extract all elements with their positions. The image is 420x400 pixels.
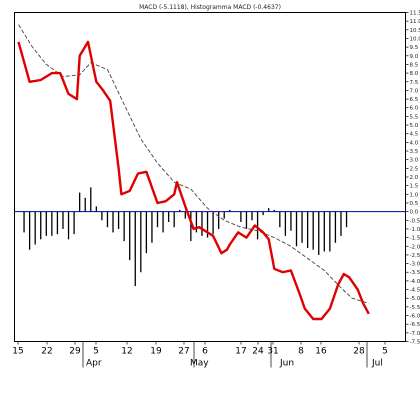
y-tick-label: -7.5 xyxy=(410,340,420,346)
month-label: May xyxy=(190,359,209,369)
x-tick-label: 31 xyxy=(267,347,278,357)
y-tick-label: -1.5 xyxy=(410,236,420,242)
month-label: Apr xyxy=(86,359,102,369)
y-tick-label: 8.0 xyxy=(410,71,419,77)
y-tick-label: 11.5 xyxy=(410,11,420,17)
y-tick-label: -6.0 xyxy=(410,314,420,320)
signal-line xyxy=(18,24,369,304)
y-tick-label: 4.0 xyxy=(410,140,419,146)
y-tick-label: -2.0 xyxy=(410,244,420,250)
y-tick-label: 10.0 xyxy=(410,36,420,42)
y-tick-label: 3.0 xyxy=(410,158,419,164)
y-tick-label: 9.0 xyxy=(410,54,419,60)
macd-line xyxy=(17,40,370,321)
x-tick-label: 5 xyxy=(93,347,99,357)
y-tick-label: -1.0 xyxy=(410,227,420,233)
y-tick-label: 1.5 xyxy=(410,184,419,190)
x-tick-label: 8 xyxy=(298,347,304,357)
x-tick-label: 6 xyxy=(202,347,208,357)
y-tick-label: 0.5 xyxy=(410,201,419,207)
y-tick-label: 6.0 xyxy=(410,106,419,112)
y-tick-label: 4.5 xyxy=(410,132,419,138)
month-label: Jul xyxy=(371,359,383,369)
y-tick-label: -3.5 xyxy=(410,270,420,276)
x-tick-label: 28 xyxy=(353,347,365,357)
y-tick-label: -6.5 xyxy=(410,322,420,328)
y-tick-label: -5.5 xyxy=(410,305,420,311)
histogram-bars xyxy=(23,187,348,287)
y-tick-label: -3.0 xyxy=(410,262,420,268)
y-tick-label: 7.0 xyxy=(410,88,419,94)
y-tick-label: 3.5 xyxy=(410,149,419,155)
y-tick-label: 11.0 xyxy=(410,19,420,25)
y-tick-label: 2.0 xyxy=(410,175,419,181)
y-tick-label: -5.0 xyxy=(410,296,420,302)
y-tick-label: 5.5 xyxy=(410,114,419,120)
y-tick-label: 2.5 xyxy=(410,166,419,172)
y-tick-label: 5.0 xyxy=(410,123,419,129)
chart-title: MACD (-5.1118), Histogramma MACD (-0.463… xyxy=(139,4,281,11)
x-tick-label: 22 xyxy=(41,347,52,357)
x-tick-label: 24 xyxy=(252,347,264,357)
x-tick-label: 15 xyxy=(12,347,23,357)
y-tick-label: 7.5 xyxy=(410,80,419,86)
y-tick-label: 0.0 xyxy=(410,210,419,216)
x-tick-label: 17 xyxy=(235,347,246,357)
x-tick-label: 16 xyxy=(315,347,327,357)
x-tick-label: 27 xyxy=(178,347,189,357)
y-tick-label: 8.5 xyxy=(410,62,419,68)
month-label: Jun xyxy=(279,359,294,369)
x-tick-label: 29 xyxy=(69,347,81,357)
x-tick-label: 5 xyxy=(382,347,388,357)
y-tick-label: 6.5 xyxy=(410,97,419,103)
y-axis-right: 11.5 11.0 10.5 10.0 9.5 9.0 8.5 8.0 7.5 7.0 6.5 6.0… xyxy=(405,11,420,346)
y-tick-label: 10.5 xyxy=(410,28,420,34)
x-tick-label: 12 xyxy=(121,347,132,357)
y-tick-label: -7.0 xyxy=(410,331,420,337)
y-tick-label: 1.0 xyxy=(410,192,419,198)
y-tick-label: -0.5 xyxy=(410,218,420,224)
y-tick-label: -2.5 xyxy=(410,253,420,259)
x-tick-label: 19 xyxy=(150,347,162,357)
y-tick-label: -4.5 xyxy=(410,288,420,294)
x-axis: 15 22 29 5 12 19 27 6 17 24 31 8 16 28 5 Apr May Jun Jul xyxy=(12,341,388,369)
y-tick-label: -4.0 xyxy=(410,279,420,285)
y-tick-label: 9.5 xyxy=(410,45,419,51)
